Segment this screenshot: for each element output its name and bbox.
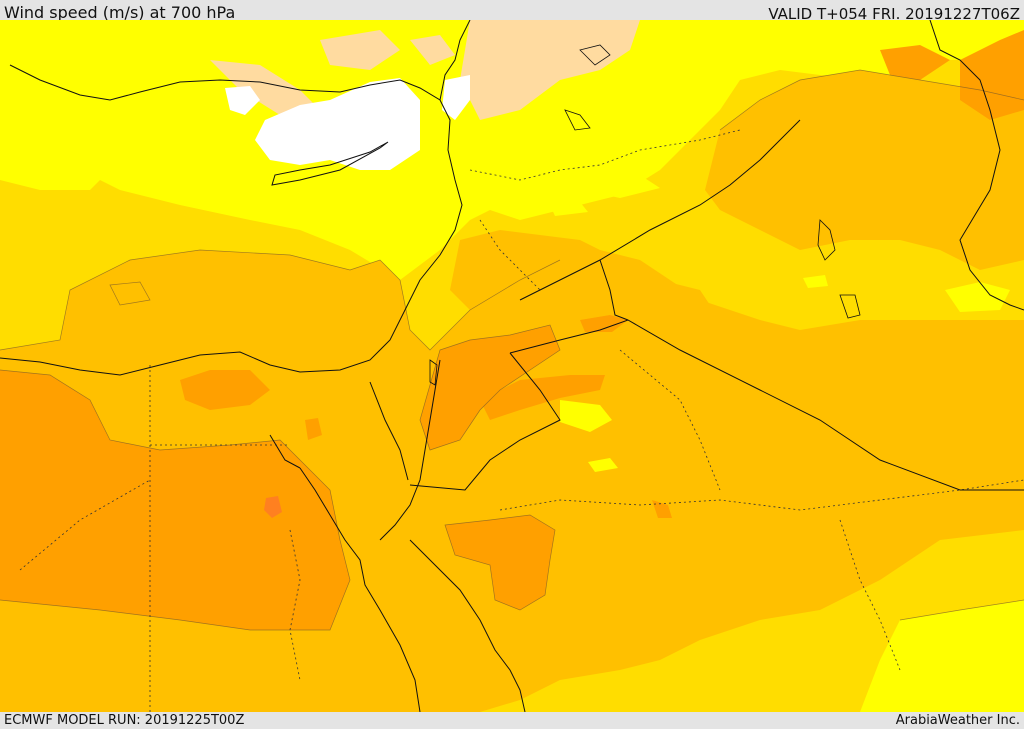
field-yellow-southeast: [860, 600, 1024, 712]
field-orange-iran2: [880, 45, 950, 80]
field-yellow-small4: [588, 458, 618, 472]
country-borders: [19, 129, 1024, 712]
field-peach-turkey: [460, 20, 640, 120]
field-yellow-small1: [560, 400, 612, 432]
field-orange-jordan: [420, 325, 560, 450]
field-orange-saudi: [445, 515, 555, 610]
credit: ArabiaWeather Inc.: [895, 713, 1020, 728]
field-orange-egypt: [0, 370, 350, 630]
field-white-east: [442, 75, 470, 120]
field-yellow-small2: [550, 202, 588, 216]
field-peach-aegean: [210, 60, 320, 115]
field-yellow-north-africa: [0, 120, 110, 190]
field-orange-band: [480, 375, 605, 420]
field-yellow-east: [945, 282, 1010, 312]
model-run: ECMWF MODEL RUN: 20191225T00Z: [4, 713, 245, 728]
contour-lines: [0, 69, 1024, 631]
field-peach-small: [410, 35, 455, 65]
field-peach-greece: [320, 30, 400, 70]
boundary-lines: [369, 119, 1024, 491]
field-yellow-small5: [803, 275, 828, 288]
field-yellow-small3: [590, 175, 660, 198]
wind-speed-map: [0, 20, 1024, 712]
footer-bar: ECMWF MODEL RUN: 20191225T00Z ArabiaWeat…: [0, 712, 1024, 729]
field-orange-small2: [652, 500, 672, 518]
field-white-west: [225, 86, 260, 115]
field-orange-iran: [960, 30, 1024, 120]
valid-time: VALID T+054 FRI. 20191227T06Z: [768, 5, 1020, 23]
coastlines: [0, 20, 1024, 712]
field-amber-iraq: [705, 70, 1024, 270]
field-orange-sinai: [180, 370, 270, 410]
map-title: Wind speed (m/s) at 700 hPa: [4, 3, 236, 22]
field-dark-orange-spot: [264, 496, 282, 518]
field-orange-small3: [305, 418, 322, 440]
header-bar: Wind speed (m/s) at 700 hPa VALID T+054 …: [0, 0, 1024, 23]
islands: [429, 44, 861, 386]
map-canvas: [0, 20, 1024, 712]
field-orange-small1: [580, 315, 628, 332]
